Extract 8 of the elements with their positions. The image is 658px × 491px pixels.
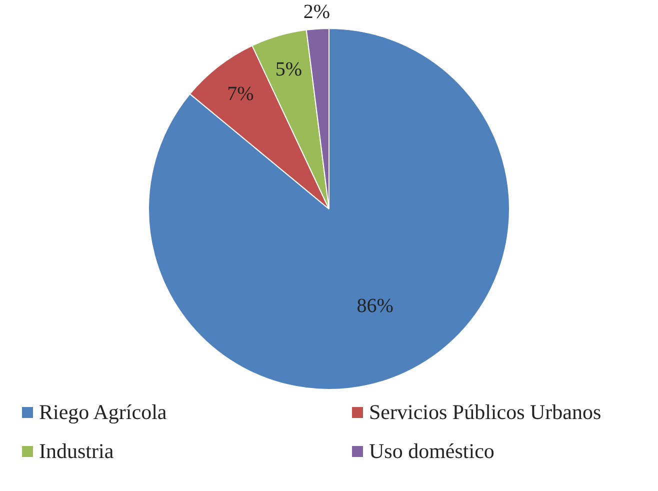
data-label: 86% bbox=[356, 295, 394, 318]
data-label: 7% bbox=[227, 83, 254, 106]
data-label: 2% bbox=[303, 1, 330, 24]
legend-label: Industria bbox=[39, 439, 114, 464]
legend-label: Riego Agrícola bbox=[39, 400, 167, 425]
data-label: 5% bbox=[275, 58, 302, 81]
legend-label: Uso doméstico bbox=[369, 439, 494, 464]
legend-label: Servicios Públicos Urbanos bbox=[369, 400, 602, 425]
